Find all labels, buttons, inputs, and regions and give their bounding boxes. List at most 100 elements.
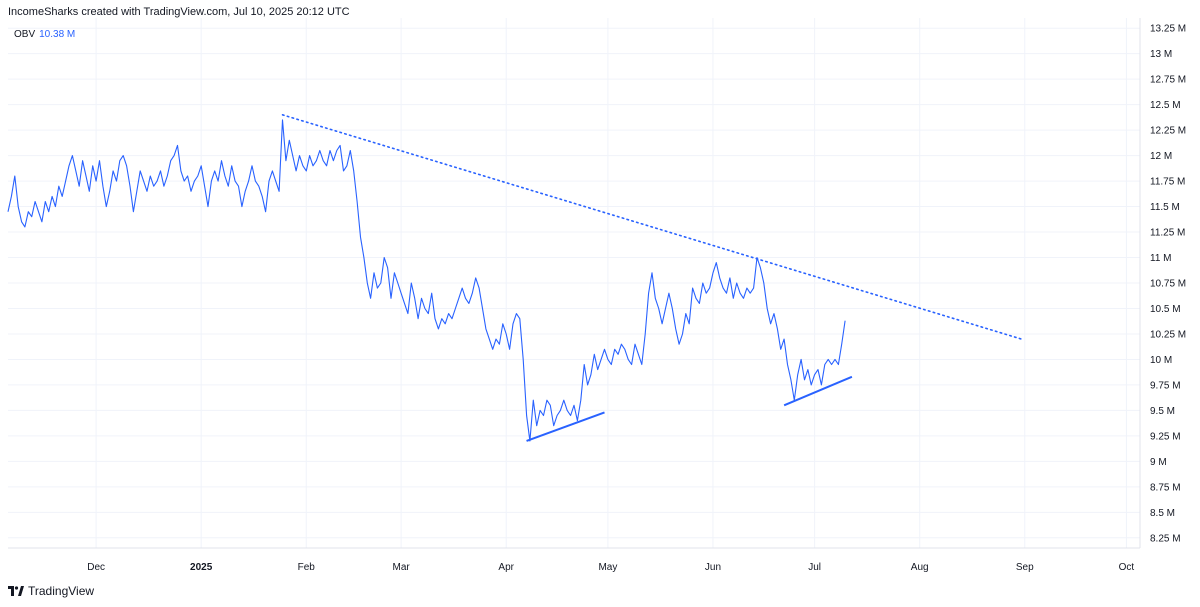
data-point	[465, 298, 466, 299]
data-point	[272, 170, 273, 171]
data-point	[509, 349, 510, 350]
data-point	[126, 165, 127, 166]
tradingview-logo-icon	[8, 586, 24, 596]
data-point	[617, 354, 618, 355]
data-point	[421, 298, 422, 299]
data-point	[746, 287, 747, 288]
data-point	[75, 170, 76, 171]
data-point	[109, 191, 110, 192]
data-point	[248, 180, 249, 181]
data-point	[587, 384, 588, 385]
data-point	[841, 344, 842, 345]
data-point	[743, 298, 744, 299]
y-tick-label: 11 M	[1150, 253, 1172, 264]
y-tick-label: 12 M	[1150, 151, 1172, 162]
data-point	[472, 293, 473, 294]
data-point	[736, 282, 737, 283]
data-point	[265, 211, 266, 212]
data-point	[485, 328, 486, 329]
data-point	[279, 191, 280, 192]
data-point	[621, 344, 622, 345]
data-point	[201, 165, 202, 166]
x-tick-label: Jun	[705, 562, 721, 573]
data-point	[167, 175, 168, 176]
data-point	[194, 180, 195, 181]
data-point	[756, 257, 757, 258]
data-point	[692, 287, 693, 288]
data-point	[597, 369, 598, 370]
data-point	[38, 211, 39, 212]
data-point	[55, 206, 56, 207]
y-tick-label: 9 M	[1150, 457, 1167, 468]
data-point	[319, 150, 320, 151]
data-point	[560, 410, 561, 411]
data-point	[373, 272, 374, 273]
data-point	[367, 282, 368, 283]
data-point	[231, 165, 232, 166]
data-point	[573, 405, 574, 406]
time-axis: Dec 2025 Feb Mar Apr May Jun Jul Aug Sep Oct	[87, 562, 1134, 573]
data-point	[709, 287, 710, 288]
indicator-legend[interactable]: OBV 10.38 M	[14, 29, 75, 40]
data-point	[343, 170, 344, 171]
x-tick-label: 2025	[190, 562, 213, 573]
data-point	[753, 287, 754, 288]
data-point	[45, 201, 46, 202]
data-point	[594, 354, 595, 355]
data-point	[353, 170, 354, 171]
data-point	[85, 175, 86, 176]
data-point	[431, 293, 432, 294]
data-point	[828, 359, 829, 360]
y-tick-label: 9.25 M	[1150, 431, 1181, 442]
data-point	[590, 374, 591, 375]
x-tick-label: May	[598, 562, 617, 573]
data-point	[173, 155, 174, 156]
data-point	[451, 318, 452, 319]
data-point	[35, 201, 36, 202]
data-point	[800, 359, 801, 360]
data-point	[387, 267, 388, 268]
data-point	[492, 349, 493, 350]
data-point	[624, 349, 625, 350]
data-point	[163, 186, 164, 187]
data-point	[631, 364, 632, 365]
data-point	[811, 384, 812, 385]
data-point	[655, 298, 656, 299]
data-point	[157, 180, 158, 181]
data-point	[285, 160, 286, 161]
data-point	[282, 119, 283, 120]
data-point	[760, 267, 761, 268]
y-tick-label: 13 M	[1150, 49, 1172, 60]
y-tick-label: 9.75 M	[1150, 380, 1181, 391]
data-point	[455, 308, 456, 309]
data-point	[323, 160, 324, 161]
data-point	[218, 180, 219, 181]
data-point	[729, 277, 730, 278]
data-point	[523, 359, 524, 360]
tradingview-brand[interactable]: TradingView	[8, 584, 94, 598]
data-point	[577, 420, 578, 421]
data-point	[316, 160, 317, 161]
indicator-value: 10.38 M	[39, 29, 76, 40]
data-point	[92, 165, 93, 166]
data-point	[479, 287, 480, 288]
y-tick-label: 8.5 M	[1150, 508, 1175, 519]
data-point	[634, 344, 635, 345]
data-point	[584, 364, 585, 365]
x-tick-label: Jul	[808, 562, 821, 573]
data-point	[499, 344, 500, 345]
data-point	[790, 379, 791, 380]
data-point	[685, 313, 686, 314]
data-point	[384, 257, 385, 258]
data-point	[658, 308, 659, 309]
data-point	[197, 175, 198, 176]
data-point	[82, 160, 83, 161]
data-point	[519, 318, 520, 319]
data-point	[723, 287, 724, 288]
x-tick-label: Feb	[298, 562, 316, 573]
data-point	[394, 272, 395, 273]
data-point	[224, 175, 225, 176]
data-point	[119, 160, 120, 161]
data-point	[377, 287, 378, 288]
